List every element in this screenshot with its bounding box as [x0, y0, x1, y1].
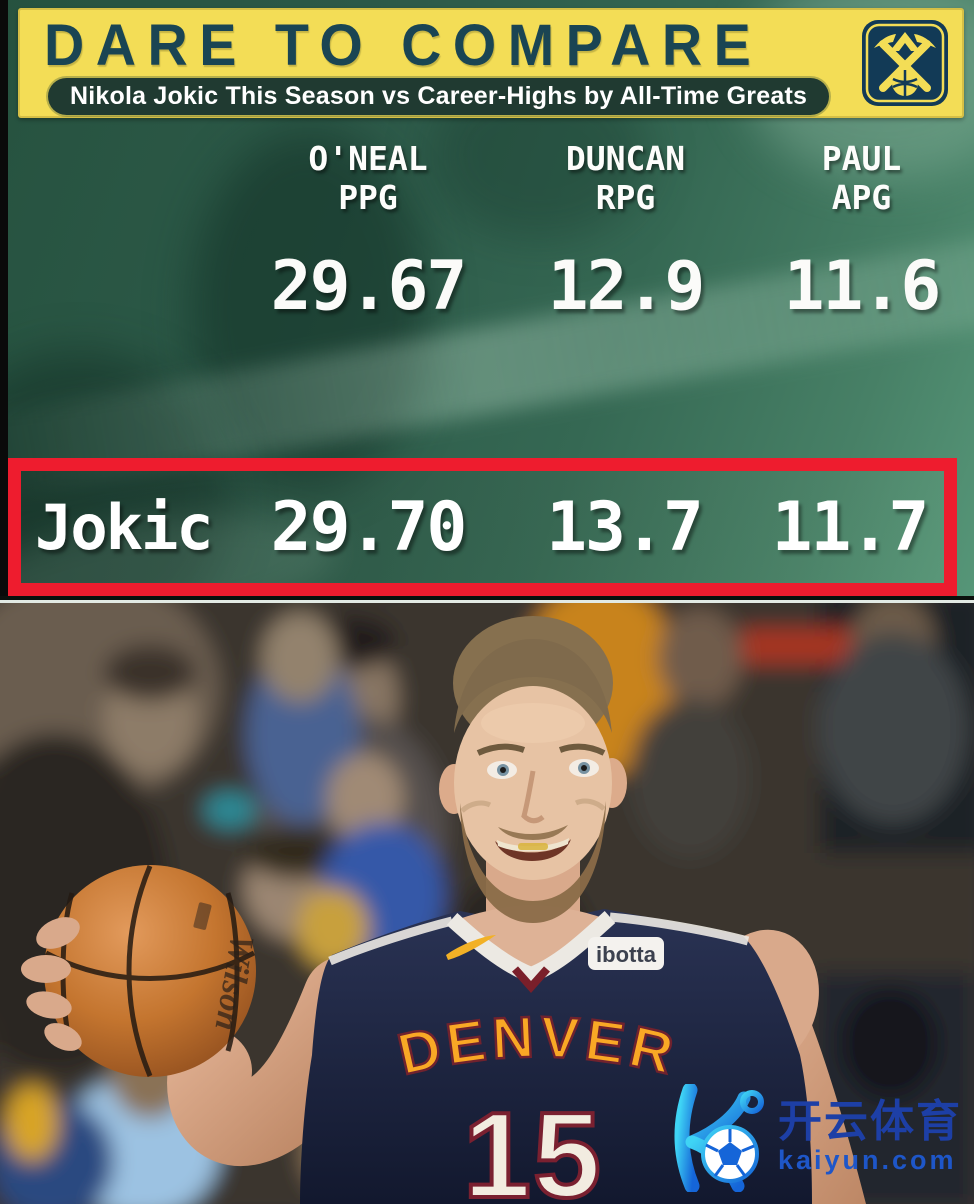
watermark-domain: kaiyun.com [778, 1145, 957, 1176]
jokic-ppg-value: 29.70 [270, 487, 468, 567]
column-headers-row: O'NEAL PPG DUNCAN RPG PAUL APG [8, 139, 965, 218]
jokic-apg-value: 11.7 [771, 487, 930, 567]
kaiyun-logo-icon [674, 1084, 764, 1192]
trim-accent [512, 966, 550, 994]
jokic-label: Jokic [35, 490, 214, 564]
jokic-hand [21, 917, 82, 1051]
chest-skin [462, 905, 600, 969]
stat-name: PPG [338, 177, 398, 217]
header-banner: DARE TO COMPARE Nikola Jokic This Season… [18, 8, 964, 118]
sponsor-text: ibotta [596, 942, 657, 967]
column-header-paul: PAUL APG [758, 139, 965, 218]
sponsor-patch: ibotta [588, 937, 664, 970]
column-header-duncan: DUNCAN RPG [493, 139, 758, 218]
nuggets-logo-icon [860, 18, 950, 108]
player-name: O'NEAL [308, 139, 428, 178]
background-blob [190, 130, 430, 490]
jersey-trim [328, 911, 750, 984]
kaiyun-watermark: 开云体育 kaiyun.com [656, 1084, 962, 1192]
page-title: DARE TO COMPARE [44, 13, 763, 78]
player-name: PAUL [821, 139, 902, 178]
photo-scene: Wilson [0, 603, 974, 1204]
paul-apg-value: 11.6 [783, 247, 942, 326]
stat-name: RPG [595, 177, 656, 217]
nike-swoosh-icon [446, 935, 496, 960]
jokic-photo: Wilson [0, 600, 974, 1204]
jokic-highlight-row: Jokic 29.70 13.7 11.7 [8, 458, 957, 596]
greats-values-row: 29.67 12.9 11.6 [8, 247, 965, 326]
subtitle-pill: Nikola Jokic This Season vs Career-Highs… [48, 78, 830, 115]
watermark-cn: 开云体育 [778, 1097, 962, 1147]
duncan-rpg-value: 12.9 [547, 247, 706, 326]
stats-panel: DARE TO COMPARE Nikola Jokic This Season… [0, 0, 974, 600]
jokic-head [439, 616, 627, 923]
left-black-edge [0, 0, 8, 596]
stat-name: APG [831, 177, 892, 217]
basketball: Wilson [44, 865, 261, 1077]
jersey-number-text: 15 [463, 1087, 603, 1204]
oneal-ppg-value: 29.67 [270, 247, 468, 326]
column-header-oneal: O'NEAL PPG [243, 139, 493, 218]
subtitle-text: Nikola Jokic This Season vs Career-Highs… [70, 82, 808, 110]
spacer-cell [8, 250, 243, 325]
watermark-text: 开云体育 kaiyun.com [778, 1100, 962, 1176]
jokic-rpg-value: 13.7 [546, 487, 704, 567]
jokic-figure: Wilson [21, 616, 866, 1204]
spacer-cell [8, 140, 243, 218]
player-name: DUNCAN [565, 139, 686, 178]
